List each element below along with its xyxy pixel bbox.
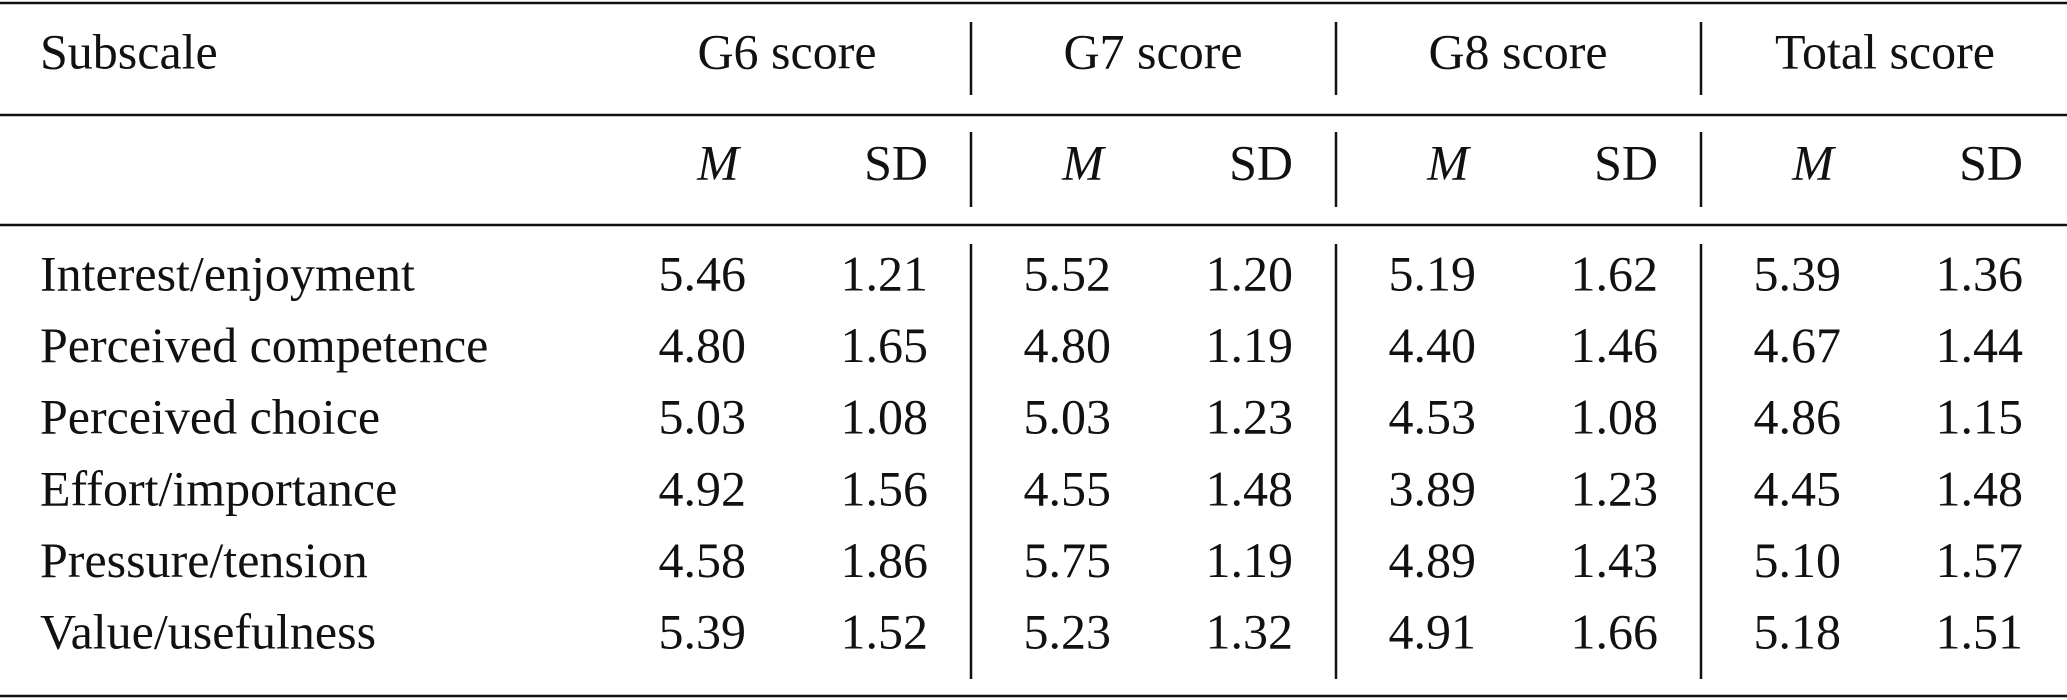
- cell-value: 1.48: [1936, 460, 2024, 516]
- cell-value: 5.23: [1024, 603, 1112, 659]
- cell-value: 5.19: [1389, 245, 1477, 301]
- cell-value: 1.15: [1936, 389, 2024, 445]
- cell-value: 4.89: [1389, 532, 1477, 588]
- column-header: Total score: [1775, 23, 1995, 79]
- cell-value: 4.40: [1389, 317, 1477, 373]
- cell-value: 1.08: [841, 389, 929, 445]
- cell-value: 5.18: [1754, 603, 1842, 659]
- cell-value: 4.86: [1754, 389, 1842, 445]
- subheader: SD: [1959, 134, 2023, 190]
- column-header: G6 score: [697, 23, 876, 79]
- cell-value: 1.36: [1936, 245, 2024, 301]
- cell-value: 1.56: [841, 460, 929, 516]
- cell-value: 1.57: [1936, 532, 2024, 588]
- column-header: G7 score: [1063, 23, 1242, 79]
- column-header: Subscale: [40, 23, 218, 79]
- cell-value: 4.67: [1754, 317, 1842, 373]
- cell-value: 1.51: [1936, 603, 2024, 659]
- cell-value: 5.10: [1754, 532, 1842, 588]
- row-label: Value/usefulness: [40, 603, 376, 659]
- row-label: Perceived choice: [40, 389, 380, 445]
- cell-value: 4.45: [1754, 460, 1842, 516]
- cell-value: 5.46: [659, 245, 747, 301]
- cell-value: 1.32: [1206, 603, 1294, 659]
- cell-value: 3.89: [1389, 460, 1477, 516]
- cell-value: 1.44: [1936, 317, 2024, 373]
- cell-value: 1.86: [841, 532, 929, 588]
- row-label: Effort/importance: [40, 460, 397, 516]
- cell-value: 4.58: [659, 532, 747, 588]
- cell-value: 4.91: [1389, 603, 1477, 659]
- column-header: G8 score: [1428, 23, 1607, 79]
- subheader: SD: [864, 134, 928, 190]
- cell-value: 1.66: [1571, 603, 1659, 659]
- cell-value: 4.80: [659, 317, 747, 373]
- cell-value: 5.03: [659, 389, 747, 445]
- column-separators: [969, 22, 1703, 679]
- row-label: Interest/enjoyment: [40, 245, 415, 301]
- cell-value: 5.52: [1024, 245, 1112, 301]
- cell-value: 1.65: [841, 317, 929, 373]
- cell-value: 5.39: [659, 603, 747, 659]
- cell-value: 1.62: [1571, 245, 1659, 301]
- cell-value: 1.19: [1206, 317, 1294, 373]
- cell-value: 5.39: [1754, 245, 1842, 301]
- cell-value: 1.48: [1206, 460, 1294, 516]
- cell-value: 1.19: [1206, 532, 1294, 588]
- cell-value: 1.43: [1571, 532, 1659, 588]
- cell-value: 1.23: [1206, 389, 1294, 445]
- cell-value: 1.46: [1571, 317, 1659, 373]
- cell-value: 4.53: [1389, 389, 1477, 445]
- cell-value: 5.75: [1024, 532, 1112, 588]
- cell-value: 1.52: [841, 603, 929, 659]
- subheader: M: [1426, 134, 1471, 190]
- cell-value: 4.55: [1024, 460, 1112, 516]
- cell-value: 1.23: [1571, 460, 1659, 516]
- cell-value: 4.80: [1024, 317, 1112, 373]
- subheader: SD: [1229, 134, 1293, 190]
- cell-value: 1.20: [1206, 245, 1294, 301]
- subheader: M: [1791, 134, 1836, 190]
- subheader: SD: [1594, 134, 1658, 190]
- cell-value: 4.92: [659, 460, 747, 516]
- row-label: Pressure/tension: [40, 532, 368, 588]
- subheader: M: [696, 134, 741, 190]
- cell-value: 5.03: [1024, 389, 1112, 445]
- cell-value: 1.21: [841, 245, 929, 301]
- cell-value: 1.08: [1571, 389, 1659, 445]
- subheader: M: [1061, 134, 1106, 190]
- row-label: Perceived competence: [40, 317, 488, 373]
